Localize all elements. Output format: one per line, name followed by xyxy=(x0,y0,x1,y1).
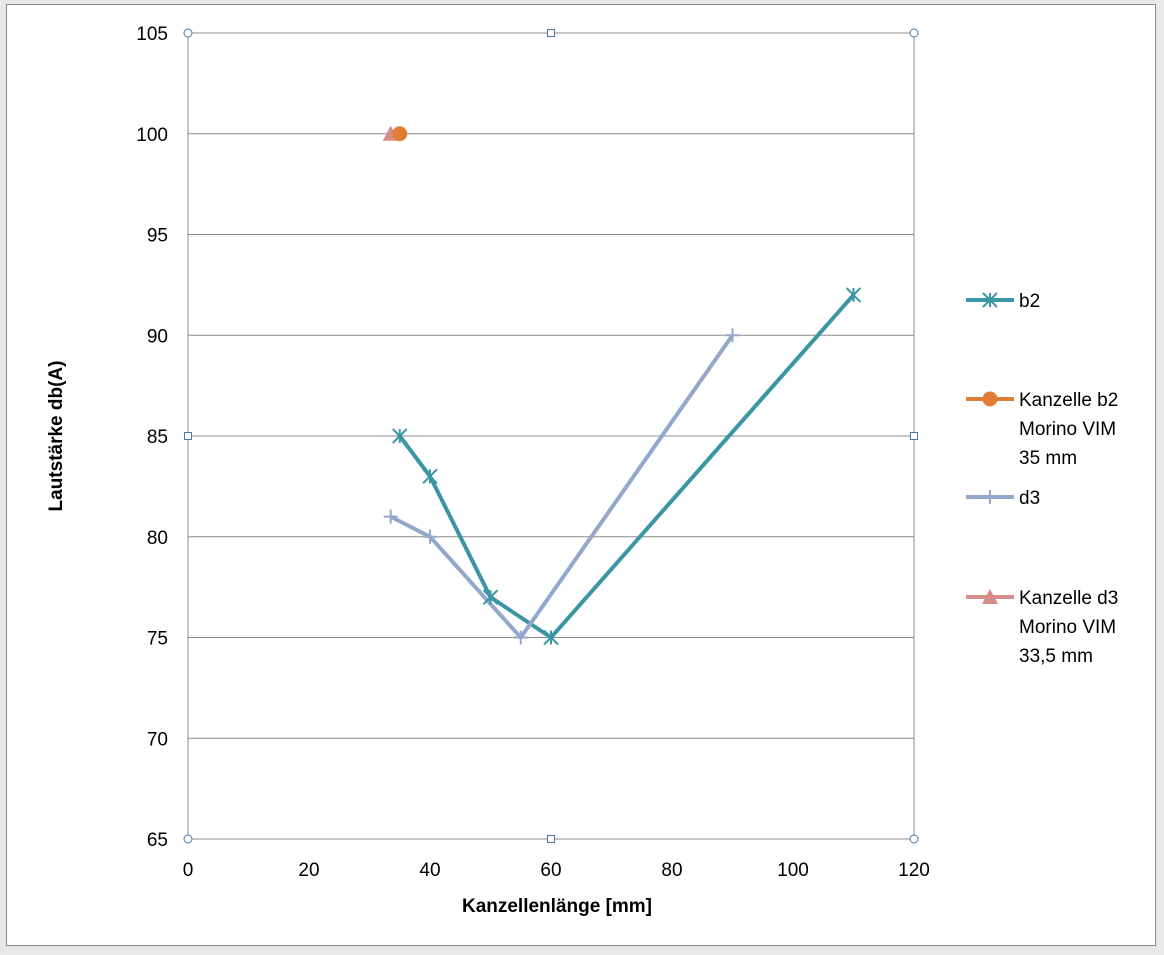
legend-label: Morino VIM xyxy=(1019,419,1116,440)
x-tick-label: 40 xyxy=(419,860,440,881)
resize-handle xyxy=(183,834,193,844)
y-tick-label: 95 xyxy=(147,226,168,247)
data-point xyxy=(392,126,408,142)
y-tick-label: 70 xyxy=(147,729,168,750)
x-axis-title: Kanzellenlänge [mm] xyxy=(462,896,652,917)
marker-shape xyxy=(392,126,408,142)
resize-handle xyxy=(547,835,555,843)
y-tick-label: 100 xyxy=(136,125,168,146)
x-tick-label: 20 xyxy=(298,860,319,881)
y-axis-title: Lautstärke db(A) xyxy=(46,361,67,512)
resize-handle xyxy=(909,834,919,844)
legend-label: Kanzelle b2 xyxy=(1019,390,1118,411)
legend-marker xyxy=(983,490,997,504)
data-point xyxy=(845,287,862,303)
legend-label: d3 xyxy=(1019,488,1040,509)
legend-label: b2 xyxy=(1019,291,1040,312)
y-tick-label: 90 xyxy=(147,326,168,347)
legend-marker xyxy=(982,589,998,604)
resize-handle xyxy=(184,432,192,440)
legend-label: 33,5 mm xyxy=(1019,646,1093,667)
x-tick-label: 100 xyxy=(777,860,809,881)
legend-item: d3 xyxy=(966,488,1040,509)
marker-shape xyxy=(982,589,998,604)
data-point xyxy=(482,589,499,605)
legend-item: Kanzelle b2 Morino VIM 35 mm xyxy=(966,390,1118,469)
marker-shape xyxy=(982,391,998,407)
legend-marker xyxy=(982,391,998,407)
resize-handle xyxy=(547,29,555,37)
legend-marker xyxy=(982,292,998,308)
y-tick-label: 75 xyxy=(147,629,168,650)
x-tick-label: 80 xyxy=(661,860,682,881)
legend-label: Morino VIM xyxy=(1019,617,1116,638)
legend-label: Kanzelle d3 xyxy=(1019,588,1118,609)
x-tick-label: 0 xyxy=(183,860,194,881)
data-point xyxy=(513,630,528,645)
data-point xyxy=(725,328,740,343)
resize-handle xyxy=(183,28,193,38)
y-tick-label: 85 xyxy=(147,427,168,448)
data-point xyxy=(543,629,559,646)
legend-item: Kanzelle d3 Morino VIM 33,5 mm xyxy=(966,588,1118,667)
x-tick-label: 120 xyxy=(898,860,930,881)
data-point xyxy=(392,428,408,444)
data-point xyxy=(423,529,437,544)
resize-handle xyxy=(909,28,919,38)
data-point xyxy=(422,468,438,485)
resize-handle xyxy=(910,432,918,440)
y-tick-label: 65 xyxy=(147,830,168,851)
legend-label: 35 mm xyxy=(1019,448,1077,469)
y-tick-label: 105 xyxy=(136,24,168,45)
x-tick-label: 60 xyxy=(540,860,561,881)
legend-item: b2 xyxy=(966,291,1040,312)
series-line-d3 xyxy=(389,334,735,640)
y-tick-label: 80 xyxy=(147,528,168,549)
data-point xyxy=(383,509,398,524)
